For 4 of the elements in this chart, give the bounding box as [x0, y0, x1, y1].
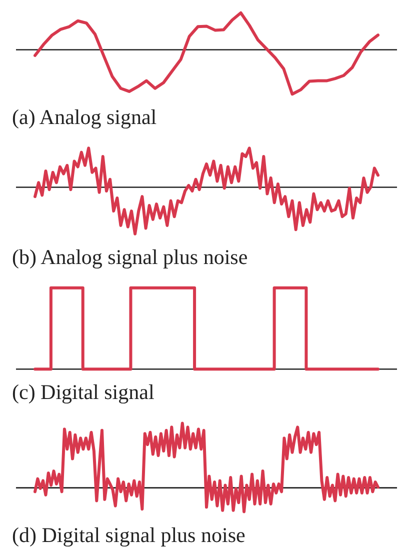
text: (c) Digital signal — [11, 380, 156, 406]
text: (b) Analog signal plus noise — [11, 245, 249, 271]
text: (a) Analog signal — [11, 105, 158, 131]
text: (d) Digital signal plus noise — [11, 523, 246, 549]
